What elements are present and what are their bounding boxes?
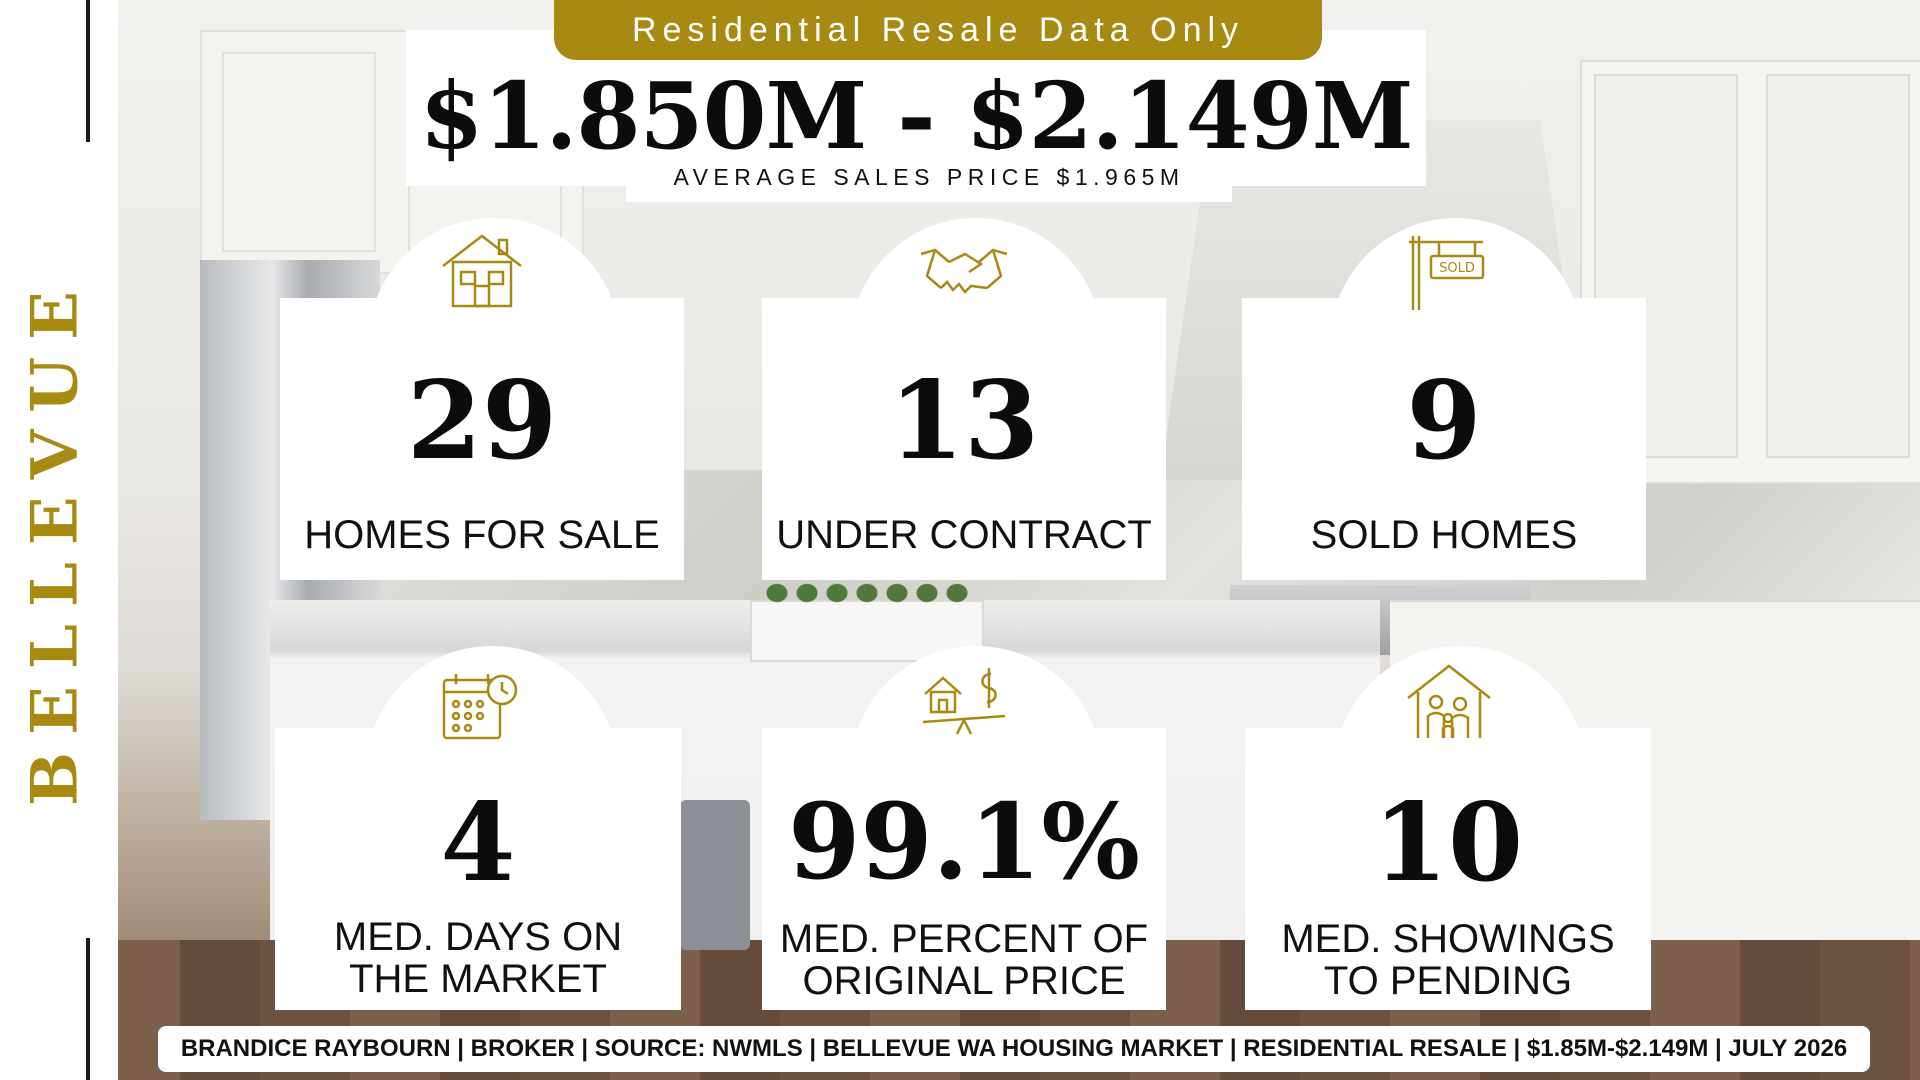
stat-card-homes-for-sale: 29 HOMES FOR SALE	[280, 298, 684, 580]
bar-stool	[680, 800, 750, 950]
svg-text:SOLD: SOLD	[1439, 261, 1475, 276]
house-icon	[437, 230, 527, 310]
stat-label: MED. DAYS ON	[333, 915, 623, 959]
sold-sign-icon: SOLD	[1399, 232, 1489, 312]
stat-value: 4	[440, 780, 516, 906]
stat-card-days-on-market: 4 MED. DAYS ON THE MARKET	[275, 728, 681, 1010]
divider-line-top	[86, 0, 90, 142]
stat-label: MED. SHOWINGS	[1281, 917, 1615, 961]
stat-value: 29	[406, 358, 558, 484]
house-dollar-scale-icon	[919, 664, 1009, 744]
left-strip	[0, 0, 118, 1080]
stat-value: 9	[1406, 358, 1482, 484]
stat-value: 99.1%	[787, 780, 1141, 903]
divider-line-bottom	[86, 938, 90, 1080]
average-price: AVERAGE SALES PRICE $1.965M	[673, 164, 1185, 190]
stat-label: HOMES FOR SALE	[304, 513, 660, 557]
stat-card-under-contract: 13 UNDER CONTRACT	[762, 298, 1166, 580]
stat-card-showings-to-pending: 10 MED. SHOWINGS TO PENDING	[1245, 728, 1651, 1010]
stat-card-sold-homes: 9 SOLD HOMES	[1242, 298, 1646, 580]
calendar-clock-icon	[436, 668, 526, 748]
banner-pill: Residential Resale Data Only	[554, 0, 1322, 60]
average-price-box: AVERAGE SALES PRICE $1.965M	[626, 150, 1232, 202]
stat-label: UNDER CONTRACT	[776, 513, 1152, 557]
stat-label: TO PENDING	[1323, 959, 1573, 1003]
stat-label: MED. PERCENT OF	[779, 917, 1149, 961]
stat-label: ORIGINAL PRICE	[802, 959, 1126, 1003]
footer-bar: BRANDICE RAYBOURN | BROKER | SOURCE: NWM…	[158, 1026, 1870, 1072]
city-title: BELLEVUE	[17, 274, 93, 806]
stat-card-percent-original-price: 99.1% MED. PERCENT OF ORIGINAL PRICE	[762, 728, 1166, 1010]
stat-value: 13	[888, 358, 1040, 484]
stat-value: 10	[1372, 780, 1524, 906]
stat-label: THE MARKET	[349, 957, 607, 1001]
handshake-icon	[919, 232, 1009, 312]
stat-label: SOLD HOMES	[1310, 513, 1578, 557]
family-house-icon	[1404, 662, 1494, 742]
